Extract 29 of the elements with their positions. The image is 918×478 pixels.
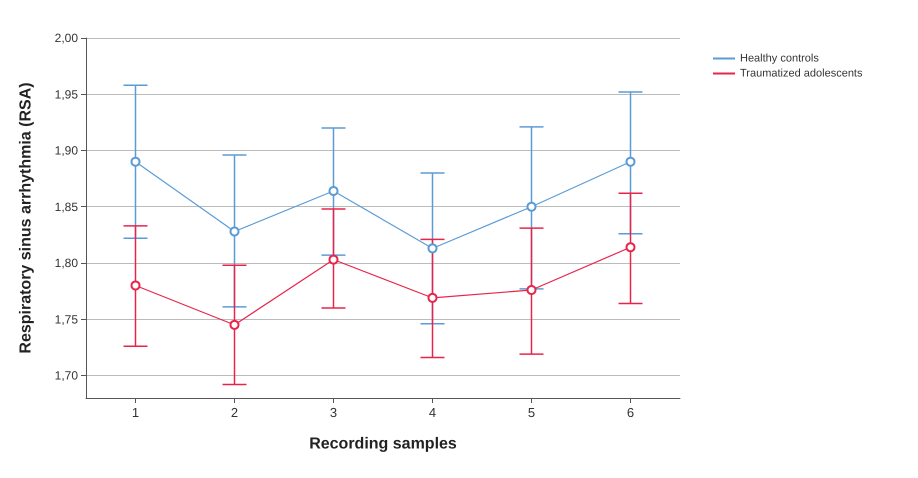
point: [626, 242, 636, 252]
x-tick-label: 4: [428, 405, 436, 420]
point: [230, 320, 240, 330]
x-tick-label: 6: [626, 405, 634, 420]
y-tick-label: 1,85: [54, 200, 78, 214]
x-tick-label: 1: [132, 405, 140, 420]
point: [328, 254, 338, 265]
y-tick-label: 1,90: [54, 144, 78, 158]
point: [428, 292, 438, 303]
point: [230, 226, 240, 236]
x-tick-label: 5: [528, 405, 536, 420]
y-tick-label: 1,80: [54, 256, 78, 270]
y-tick-label: 2,00: [54, 31, 78, 45]
point: [526, 285, 536, 295]
x-tick-label: 2: [230, 405, 238, 420]
y-axis-title: Respiratory sinus arrhythmia (RSA): [18, 82, 34, 354]
y-tick-label: 1,70: [54, 368, 78, 382]
x-axis-title: Recording samples: [309, 436, 457, 452]
point: [328, 186, 338, 196]
y-tick-label: 1,75: [54, 312, 78, 326]
point: [130, 156, 140, 167]
y-tick-label: 1,95: [54, 87, 78, 102]
point: [428, 243, 438, 254]
point: [526, 202, 536, 212]
legend-label: Traumatized adolescents: [740, 68, 863, 80]
point: [626, 156, 636, 167]
legend-label: Healthy controls: [740, 52, 820, 64]
point: [130, 280, 140, 290]
x-tick-label: 3: [330, 405, 338, 420]
